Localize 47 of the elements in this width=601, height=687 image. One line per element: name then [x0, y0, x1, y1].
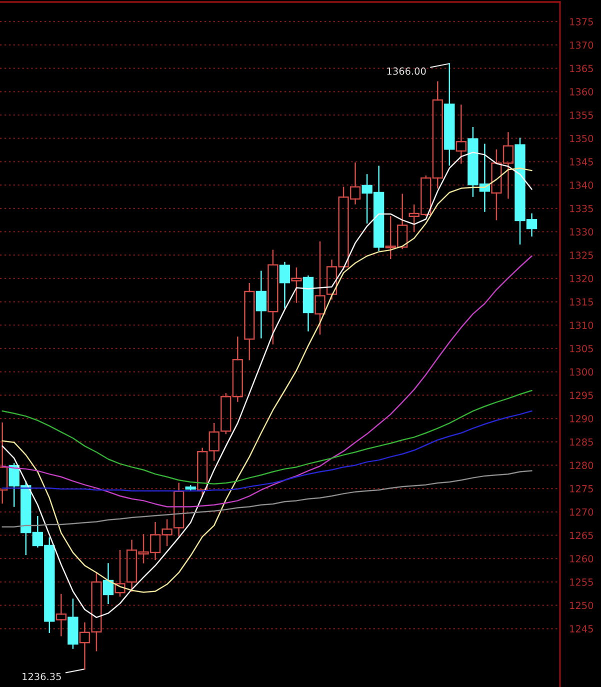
y-tick-label: 1365 [570, 64, 593, 72]
y-tick-label: 1300 [570, 368, 594, 376]
candlestick [114, 550, 126, 597]
y-tick-label: 1355 [570, 111, 593, 119]
candlestick [279, 262, 290, 308]
y-tick-label: 1270 [570, 508, 594, 516]
candlestick [456, 104, 467, 164]
y-tick-label: 1340 [570, 182, 594, 189]
y-tick-label: 1305 [570, 344, 593, 352]
y-tick-label: 1255 [570, 578, 593, 586]
y-tick-label: 1360 [570, 88, 594, 96]
y-tick-label: 1260 [570, 555, 594, 562]
y-tick-label: 1295 [570, 392, 593, 399]
candlestick [102, 563, 114, 604]
y-tick-label: 1315 [570, 298, 593, 306]
candlestick [444, 63, 455, 166]
line-series [2, 410, 532, 492]
candlestick [244, 282, 255, 360]
y-tick-label: 1330 [570, 228, 594, 236]
annotation: 1236.35 [22, 672, 61, 680]
annotation: 1366.00 [387, 67, 426, 75]
y-tick-label: 1290 [570, 414, 594, 422]
y-tick-label: 1275 [570, 485, 593, 492]
candlestick [56, 594, 67, 636]
y-tick-label: 1265 [570, 532, 593, 540]
y-tick-label: 1350 [570, 134, 594, 142]
y-tick-label: 1335 [570, 204, 593, 212]
line-series [2, 390, 532, 485]
line-series [2, 470, 532, 528]
candlestick [268, 250, 278, 344]
candlestick [314, 241, 326, 335]
candlestick [291, 268, 302, 303]
line-series [2, 255, 532, 508]
y-tick-label: 1280 [570, 462, 594, 470]
y-tick-label: 1245 [570, 625, 593, 632]
y-tick-label: 1370 [570, 41, 594, 49]
candlestick [68, 598, 78, 649]
candlestick [173, 482, 184, 537]
y-tick-label: 1250 [570, 602, 594, 610]
y-tick-label: 1320 [570, 274, 594, 282]
y-tick-label: 1345 [570, 158, 593, 166]
y-tick-label: 1325 [570, 252, 593, 259]
y-tick-label: 1285 [570, 438, 593, 446]
candlestick [256, 270, 267, 338]
candlestick [302, 275, 314, 332]
y-tick-label: 1375 [570, 18, 593, 26]
y-tick-label: 1310 [570, 322, 594, 329]
